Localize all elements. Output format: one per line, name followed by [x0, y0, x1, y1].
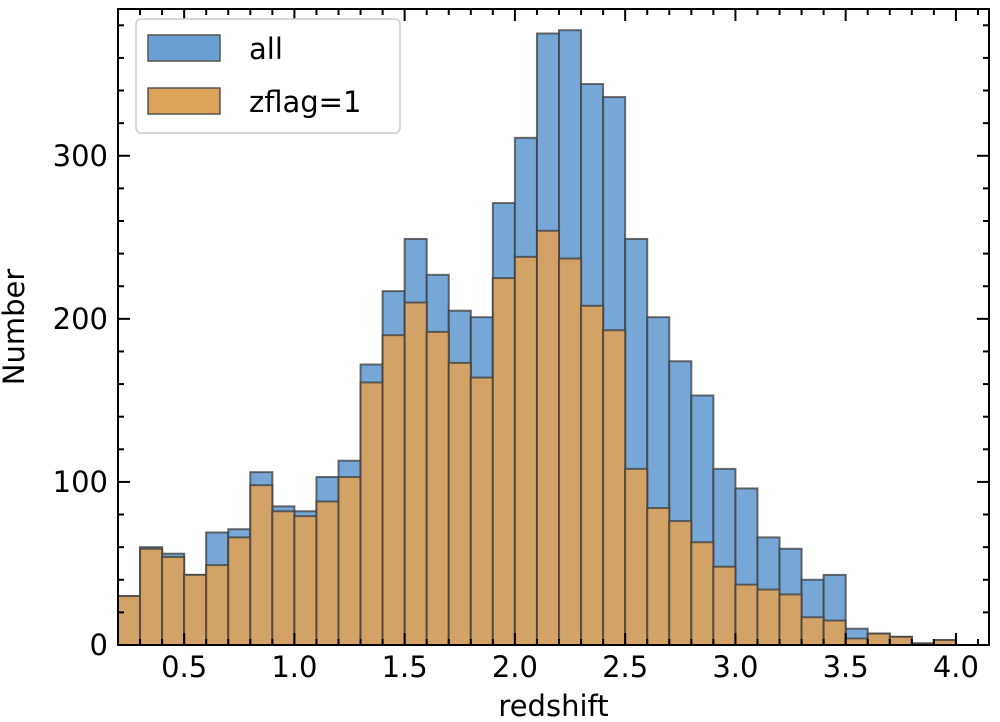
bar-zflag	[359, 381, 384, 646]
x-tick-label: 3.0	[712, 650, 758, 684]
bar-zflag	[712, 565, 737, 647]
bar-zflag	[558, 257, 583, 646]
bar-zflag	[756, 588, 781, 646]
bar-zflag	[381, 334, 406, 646]
bar-zflag	[646, 507, 671, 646]
bar-zflag	[624, 467, 649, 646]
legend-swatch-all	[147, 34, 221, 62]
bar-zflag	[690, 541, 715, 646]
bar-zflag	[249, 484, 274, 646]
bar-zflag	[734, 583, 759, 647]
legend: all zflag=1	[135, 18, 401, 134]
x-tick-labels: 0.5 1.0 1.5 2.0 2.5 3.0 3.5 4.0	[161, 650, 979, 684]
x-tick-label: 1.5	[382, 650, 428, 684]
bar-zflag	[293, 515, 318, 647]
bar-zflag	[778, 593, 803, 647]
bar-zflag	[668, 520, 693, 646]
bar-zflag	[161, 555, 186, 647]
bar-zflag	[337, 476, 362, 646]
bar-zflag	[580, 304, 605, 646]
bar-zflag	[117, 595, 142, 646]
bar-zflag	[866, 632, 891, 646]
bar-zflag	[513, 255, 538, 646]
x-tick-label: 0.5	[161, 650, 207, 684]
bar-zflag	[888, 635, 913, 646]
y-tick-labels: 0 100 200 300	[53, 139, 108, 662]
bar-zflag	[205, 564, 230, 646]
x-tick-label: 2.0	[492, 650, 538, 684]
y-tick-label: 200	[53, 302, 108, 336]
series-zflag-bars	[117, 229, 957, 647]
bar-zflag	[447, 361, 472, 646]
bar-zflag	[822, 619, 847, 646]
x-tick-label: 2.5	[602, 650, 648, 684]
bar-zflag	[315, 500, 340, 646]
bar-zflag	[425, 330, 450, 646]
y-tick-label: 300	[53, 139, 108, 173]
bar-zflag	[183, 573, 208, 647]
y-axis-label: Number	[0, 269, 31, 386]
y-tick-label: 100	[53, 465, 108, 499]
bar-zflag	[139, 547, 164, 646]
x-tick-label: 1.0	[271, 650, 317, 684]
bar-zflag	[403, 301, 428, 646]
bar-zflag	[602, 329, 627, 646]
x-tick-label: 3.5	[823, 650, 869, 684]
bar-zflag	[535, 229, 561, 647]
plot-frame	[117, 8, 990, 646]
x-axis-label: redshift	[498, 689, 608, 722]
bar-zflag	[469, 376, 494, 646]
y-tick-label: 0	[90, 628, 108, 662]
legend-label-all: all	[249, 32, 283, 66]
bar-zflag	[491, 277, 516, 646]
legend-swatch-zflag	[147, 87, 221, 115]
legend-label-zflag: zflag=1	[249, 85, 361, 119]
bar-zflag	[800, 616, 825, 646]
x-tick-label: 4.0	[933, 650, 979, 684]
bar-zflag	[227, 536, 252, 646]
bar-zflag	[271, 510, 296, 646]
